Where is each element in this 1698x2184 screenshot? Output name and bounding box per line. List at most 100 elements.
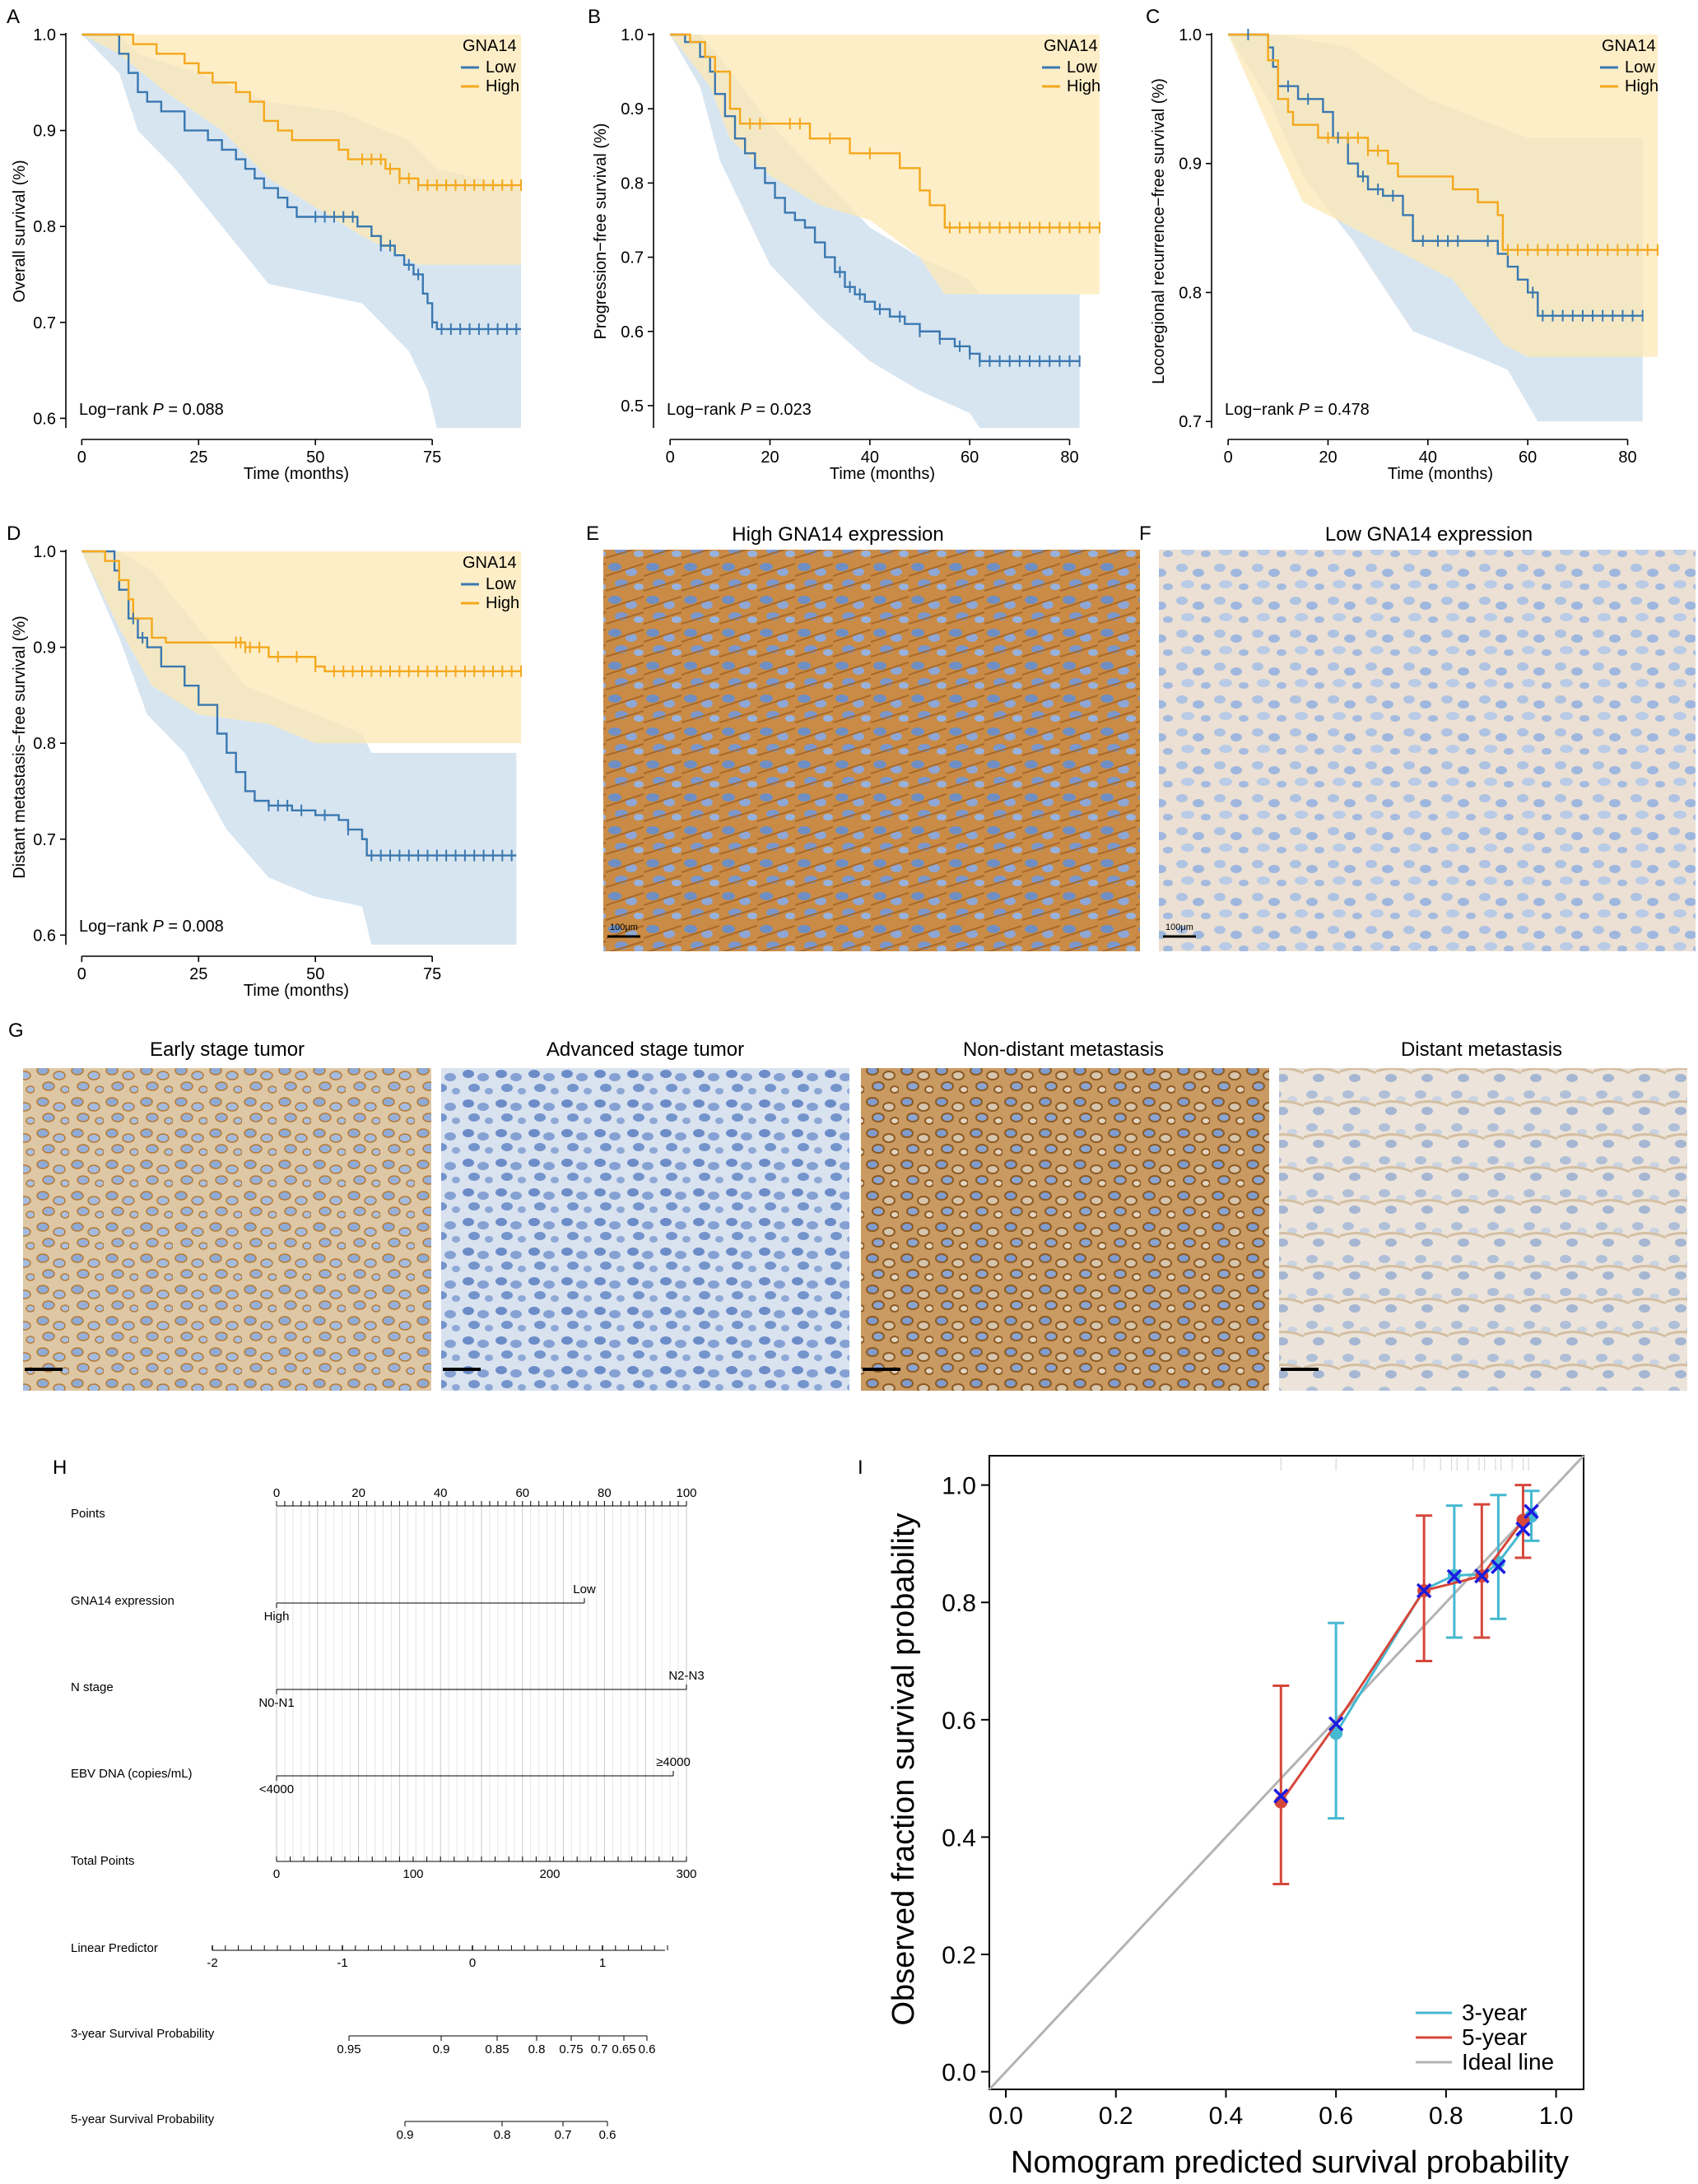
- x-axis-title: Time (months): [244, 982, 349, 1000]
- tick-label: 0.6: [639, 2042, 656, 2056]
- row-label-gna14: GNA14 expression: [71, 1594, 174, 1608]
- tick-label: 60: [515, 1486, 529, 1500]
- y-axis-title: Locoregional recurrence−free survival (%…: [1150, 78, 1168, 384]
- x-tick-label: 25: [189, 965, 207, 983]
- legend-label-high: High: [1625, 77, 1658, 95]
- ci-band-high: [670, 35, 1100, 295]
- x-tick-label: 50: [306, 965, 324, 983]
- tick-label: 0.65: [612, 2042, 635, 2056]
- y-tick-label: 0.8: [1179, 284, 1202, 302]
- panel-letter-a: A: [7, 6, 20, 28]
- nomogram-gridlines: [276, 1506, 687, 1861]
- tick-label: 300: [676, 1867, 696, 1881]
- tick-label: 0.8: [528, 2042, 546, 2056]
- row-label-3-year-survival: 3-year Survival Probability: [71, 2027, 215, 2041]
- tick-label: 200: [539, 1867, 560, 1881]
- micrograph-distant-metastasis: [1279, 1068, 1687, 1391]
- legend-label-high: High: [486, 594, 519, 612]
- bias-corrected-mark: [1328, 1716, 1344, 1732]
- ci-band-high: [81, 551, 521, 744]
- 3-year-survival-ticks: 0.95 0.9 0.85 0.8 0.75 0.7 0.65 0.6: [337, 2036, 655, 2056]
- y-tick-label: 0.7: [33, 831, 56, 849]
- y-tick-label: 0.5: [621, 397, 644, 416]
- panel-letter-c: C: [1146, 6, 1160, 28]
- bias-corrected-mark: [1524, 1503, 1539, 1519]
- legend-label-5-year: 5-year: [1462, 2024, 1527, 2050]
- image-caption: Non-distant metastasis: [963, 1039, 1164, 1061]
- bias-corrected-mark: [1273, 1788, 1289, 1804]
- x-tick-label: 0: [1224, 448, 1233, 467]
- tick-label: 100: [676, 1486, 696, 1500]
- panel-letter-e: E: [586, 523, 599, 545]
- survival-curve-high: [670, 33, 1100, 229]
- x-tick-label: 50: [306, 448, 324, 467]
- y-tick-label: 0.7: [33, 314, 56, 332]
- y-tick-label: 1.0: [942, 1473, 976, 1500]
- image-caption: Low GNA14 expression: [1325, 523, 1533, 546]
- survival-curve-low: [81, 33, 521, 331]
- legend-label-low: Low: [486, 575, 516, 593]
- x-tick-label: 0.4: [1209, 2103, 1244, 2130]
- image-caption: Advanced stage tumor: [547, 1039, 744, 1061]
- logrank-pvalue: Log−rank P = 0.023: [667, 401, 812, 419]
- bias-corrected-mark: [1474, 1568, 1490, 1584]
- km-panel-overall-survival: A 0.6 0.7 0.8 0.9 1.0 0 25 50 75 Overall surviva…: [7, 6, 522, 483]
- x-axis-title: Time (months): [1388, 465, 1493, 483]
- survival-curve-high: [81, 33, 521, 187]
- x-tick-label: 60: [961, 448, 979, 467]
- legend-title: GNA14: [463, 554, 517, 572]
- y-axis-title: Progression−free survival (%): [592, 123, 610, 340]
- ideal-line: [988, 1454, 1585, 2091]
- km-panel-locoregional-recurrence-free-survival: C 0.7 0.8 0.9 1.0 0 20 40 60 80 Locoregional rec…: [1146, 6, 1658, 483]
- image-caption: Distant metastasis: [1401, 1039, 1562, 1061]
- bias-corrected-mark: [1416, 1582, 1432, 1599]
- micrograph-high-expression: [603, 550, 1140, 951]
- x-tick-label: 0.6: [1319, 2103, 1353, 2130]
- gna14-level-high: High: [264, 1610, 290, 1624]
- y-tick-label: 0.6: [33, 410, 56, 428]
- ebv-dna-level-low: <4000: [259, 1782, 294, 1796]
- tick-label: 1: [599, 1956, 606, 1970]
- micrograph-early-stage: [23, 1068, 431, 1391]
- histology-panel-e: E High GNA14 expression 100μm: [586, 523, 1140, 951]
- y-tick-label: 0.9: [1179, 156, 1202, 174]
- y-tick-label: 0.9: [33, 123, 56, 141]
- y-tick-label: 0.6: [942, 1708, 976, 1735]
- row-label-n-stage: N stage: [71, 1680, 114, 1694]
- x-tick-label: 60: [1519, 448, 1537, 467]
- y-tick-label: 0.9: [621, 100, 644, 118]
- panel-letter-d: D: [7, 523, 21, 545]
- km-panel-progression-free-survival: B 0.5 0.6 0.7 0.8 0.9 1.0 0 20 40 60 80 Progressio…: [588, 6, 1100, 483]
- x-tick-label: 0.0: [989, 2103, 1023, 2130]
- tick-label: 0.85: [485, 2042, 509, 2056]
- legend-label-low: Low: [1067, 58, 1097, 77]
- x-tick-label: 75: [423, 965, 441, 983]
- y-tick-label: 0.6: [33, 927, 56, 945]
- y-tick-label: 0.4: [942, 1824, 976, 1852]
- micrograph-low-expression: [1159, 550, 1696, 951]
- scale-bar-label: 100μm: [1165, 922, 1193, 932]
- row-label-ebv-dna: EBV DNA (copies/mL): [71, 1767, 193, 1781]
- gna14-level-low: Low: [573, 1582, 596, 1596]
- tick-label: 0: [273, 1486, 280, 1500]
- row-label-total-points: Total Points: [71, 1854, 135, 1868]
- x-tick-label: 40: [861, 448, 879, 467]
- tick-label: 0.75: [559, 2042, 583, 2056]
- tick-label: 0.7: [591, 2042, 608, 2056]
- row-label-points: Points: [71, 1507, 105, 1521]
- tick-label: 0: [469, 1956, 476, 1970]
- panel-letter-f: F: [1139, 523, 1151, 545]
- tick-label: 40: [434, 1486, 448, 1500]
- points-axis-ticks: 0 20 40 60 80 100: [273, 1486, 697, 1506]
- tick-label: -2: [207, 1956, 217, 1970]
- y-tick-label: 1.0: [33, 543, 56, 561]
- ebv-dna-level-high: ≥4000: [656, 1755, 691, 1769]
- x-tick-label: 80: [1060, 448, 1078, 467]
- y-tick-label: 1.0: [1179, 26, 1202, 44]
- x-axis-title: Nomogram predicted survival probability: [1011, 2145, 1569, 2180]
- y-tick-label: 0.0: [942, 2060, 976, 2087]
- x-tick-label: 20: [1319, 448, 1337, 467]
- bias-corrected-mark: [1515, 1521, 1531, 1537]
- bias-corrected-mark: [1491, 1559, 1506, 1574]
